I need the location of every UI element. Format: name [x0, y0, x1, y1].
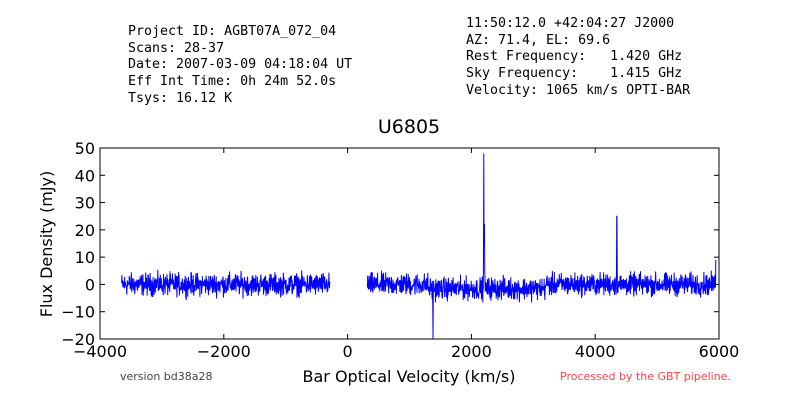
velocity: Velocity: 1065 km/s OPTI-BAR [466, 83, 690, 98]
y-tick-label: 40 [75, 166, 95, 185]
x-tick-label: 2000 [451, 342, 492, 361]
x-tick-label: 4000 [575, 342, 616, 361]
chart-title: U6805 [378, 116, 440, 138]
x-tick-label: −2000 [197, 342, 251, 361]
plot-frame [99, 147, 720, 340]
y-axis-label: Flux Density (mJy) [37, 171, 56, 318]
x-tick-label: 6000 [699, 342, 740, 361]
y-tick-label: −20 [61, 330, 95, 349]
spectrum-line-segment [366, 153, 717, 339]
header-right: 11:50:12.0 +42:04:27 J2000 AZ: 71.4, EL:… [466, 16, 690, 98]
scans: Scans: 28-37 [128, 41, 224, 56]
x-axis: −4000 −2000 0 2000 4000 6000 [73, 148, 739, 361]
y-tick-label: 30 [75, 194, 95, 213]
sky-frequency: Sky Frequency: 1.415 GHz [466, 66, 682, 81]
header-left: Project ID: AGBT07A_072_04 Scans: 28-37 … [128, 24, 352, 106]
x-tick-label: −4000 [73, 342, 127, 361]
y-tick-label: −10 [61, 303, 95, 322]
coordinates: 11:50:12.0 +42:04:27 J2000 [466, 16, 674, 31]
y-tick-label: 0 [85, 275, 95, 294]
x-axis-label: Bar Optical Velocity (km/s) [303, 367, 516, 386]
eff-int-time: Eff Int Time: 0h 24m 52.0s [128, 74, 336, 89]
y-tick-label: 20 [75, 221, 95, 240]
project-id: Project ID: AGBT07A_072_04 [128, 24, 336, 39]
spectrum-series [121, 153, 717, 339]
rest-frequency: Rest Frequency: 1.420 GHz [466, 49, 682, 64]
y-axis: −20 −10 0 10 20 30 40 50 [61, 139, 719, 349]
y-tick-label: 50 [75, 139, 95, 158]
version-text: version bd38a28 [120, 370, 213, 383]
date: Date: 2007-03-09 04:18:04 UT [128, 57, 352, 72]
tsys: Tsys: 16.12 K [128, 91, 232, 106]
az-el: AZ: 71.4, EL: 69.6 [466, 33, 610, 48]
spectrum-line-segment [121, 269, 331, 300]
y-tick-label: 10 [75, 248, 95, 267]
pipeline-text: Processed by the GBT pipeline. [560, 370, 731, 383]
x-tick-label: 0 [343, 342, 353, 361]
